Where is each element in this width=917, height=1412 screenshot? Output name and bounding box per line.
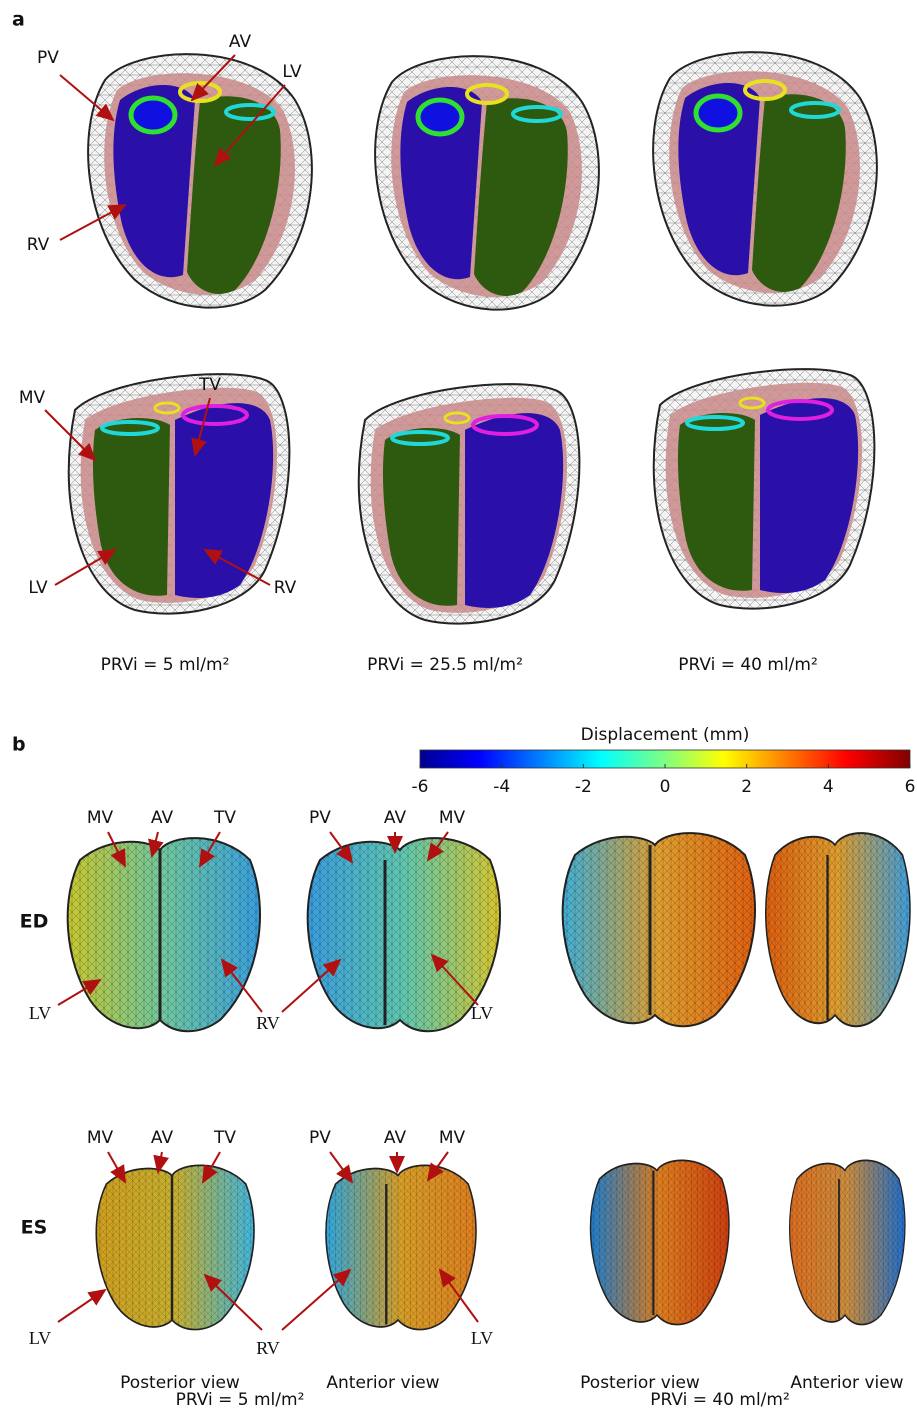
annotation: AV — [384, 1128, 407, 1148]
annotation: MV — [87, 1128, 114, 1148]
annotation: AV — [151, 808, 174, 828]
annotation: RV — [256, 1338, 280, 1358]
annotation: MV — [439, 1128, 466, 1148]
annotation: AV — [384, 808, 407, 828]
annotation: LV — [29, 1003, 51, 1023]
view-label: Anterior view — [790, 1373, 903, 1393]
panel-label: b — [12, 734, 26, 756]
annotation: PV — [309, 808, 331, 828]
annotation: RV — [256, 1013, 280, 1033]
heart-render — [66, 52, 877, 626]
arrows — [57, 831, 479, 1331]
row-label: ED — [20, 911, 49, 933]
caption: PRVi = 25.5 ml/m² — [367, 655, 523, 675]
colorbar-tick-label: -2 — [575, 777, 592, 797]
arrows — [44, 54, 286, 586]
colorbar-tick-label: 6 — [905, 777, 916, 797]
annotation: RV — [274, 578, 297, 598]
colorbar-tick-label: -4 — [493, 777, 510, 797]
annotation: LV — [471, 1328, 493, 1348]
colorbar-tick-label: 4 — [823, 777, 834, 797]
caption: PRVi = 40 ml/m² — [678, 655, 818, 675]
colorbar-tick-label: 0 — [660, 777, 671, 797]
annotation: LV — [471, 1003, 493, 1023]
annotation: TV — [198, 375, 221, 395]
row-label: ES — [21, 1217, 48, 1239]
colorbar-title: Displacement (mm) — [581, 725, 750, 745]
annotation: PV — [37, 48, 59, 68]
caption: PRVi = 5 ml/m² — [101, 655, 230, 675]
annotation: LV — [282, 62, 302, 82]
annotation: MV — [87, 808, 114, 828]
annotation: MV — [439, 808, 466, 828]
annotation: LV — [28, 578, 48, 598]
annotation: TV — [213, 808, 236, 828]
annotation: TV — [213, 1128, 236, 1148]
view-label: Posterior view — [120, 1373, 240, 1393]
view-label: Posterior view — [580, 1373, 700, 1393]
colorbar-tick-label: 2 — [741, 777, 752, 797]
annotation: AV — [229, 32, 252, 52]
annotation: LV — [29, 1328, 51, 1348]
view-label: Anterior view — [326, 1373, 439, 1393]
caption: PRVi = 5 ml/m² — [176, 1390, 305, 1410]
heart-render — [66, 832, 911, 1331]
caption: PRVi = 40 ml/m² — [650, 1390, 790, 1410]
panel-label: a — [12, 9, 25, 31]
colorbar-tick-label: -6 — [412, 777, 429, 797]
annotation: PV — [309, 1128, 331, 1148]
annotation: MV — [19, 388, 46, 408]
annotation: AV — [151, 1128, 174, 1148]
annotation: RV — [27, 235, 50, 255]
